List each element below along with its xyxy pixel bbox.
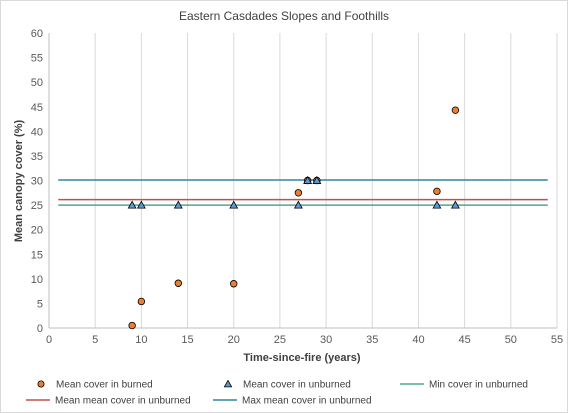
y-tick-label: 35 — [31, 151, 43, 163]
burned-point — [230, 280, 238, 288]
x-tick-label: 0 — [46, 334, 52, 346]
x-tick-label: 30 — [320, 334, 332, 346]
unburned-point — [136, 200, 146, 209]
burned-point — [294, 189, 303, 197]
y-tick-label: 5 — [37, 298, 43, 310]
y-tick-label: 30 — [31, 176, 43, 188]
burned-point — [433, 187, 441, 196]
legend: Mean cover in burned Mean cover in unburn… — [26, 380, 528, 407]
y-tick-label: 0 — [37, 323, 43, 335]
y-tick-label: 45 — [31, 102, 43, 114]
x-tick-label: 45 — [459, 334, 471, 346]
x-tick-label: 5 — [92, 334, 98, 346]
y-tick-label: 40 — [31, 126, 43, 138]
x-tick-label: 50 — [505, 334, 517, 346]
y-tick-label: 15 — [31, 249, 43, 261]
unburned-point — [312, 175, 322, 184]
y-tick-label: 10 — [31, 274, 43, 286]
unburned-point — [293, 200, 303, 209]
x-tick-label: 55 — [551, 334, 563, 346]
unburned-point — [229, 200, 239, 209]
chart-title: Eastern Casdades Slopes and Foothills — [179, 9, 389, 23]
legend-label: Max mean cover in unburned — [242, 396, 372, 407]
x-tick-label: 35 — [366, 334, 378, 346]
unburned-point — [432, 200, 442, 209]
unburned-point — [450, 200, 460, 209]
burned-point — [174, 279, 183, 287]
x-tick-label: 15 — [181, 334, 193, 346]
axes: 0 5 10 15 20 25 30 35 40 45 50 55 0 5 10 15 20 25 30 35 40 45… — [31, 28, 563, 346]
y-axis-title: Mean canopy cover (%) — [13, 120, 25, 243]
legend-label: Mean cover in unburned — [243, 380, 351, 391]
x-axis-title: Time-since-fire (years) — [243, 352, 361, 364]
legend-marker — [37, 380, 45, 388]
y-tick-label: 20 — [31, 225, 43, 237]
data-points — [127, 106, 460, 330]
y-tick-label: 55 — [31, 53, 43, 65]
unburned-point — [173, 200, 183, 209]
x-tick-label: 20 — [228, 334, 240, 346]
legend-marker — [223, 379, 233, 388]
y-tick-label: 60 — [31, 28, 43, 40]
burned-point — [128, 321, 136, 330]
legend-label: Min cover in unburned — [429, 380, 528, 391]
y-tick-label: 50 — [31, 77, 43, 89]
unburned-point — [303, 175, 313, 184]
x-tick-label: 25 — [274, 334, 286, 346]
burned-point — [451, 106, 460, 114]
x-tick-label: 10 — [135, 334, 147, 346]
y-tick-label: 25 — [31, 200, 43, 212]
legend-label: Mean mean cover in unburned — [55, 396, 191, 407]
x-tick-label: 40 — [412, 334, 424, 346]
legend-label: Mean cover in burned — [56, 380, 153, 391]
burned-point — [137, 297, 146, 306]
unburned-point — [127, 200, 137, 209]
